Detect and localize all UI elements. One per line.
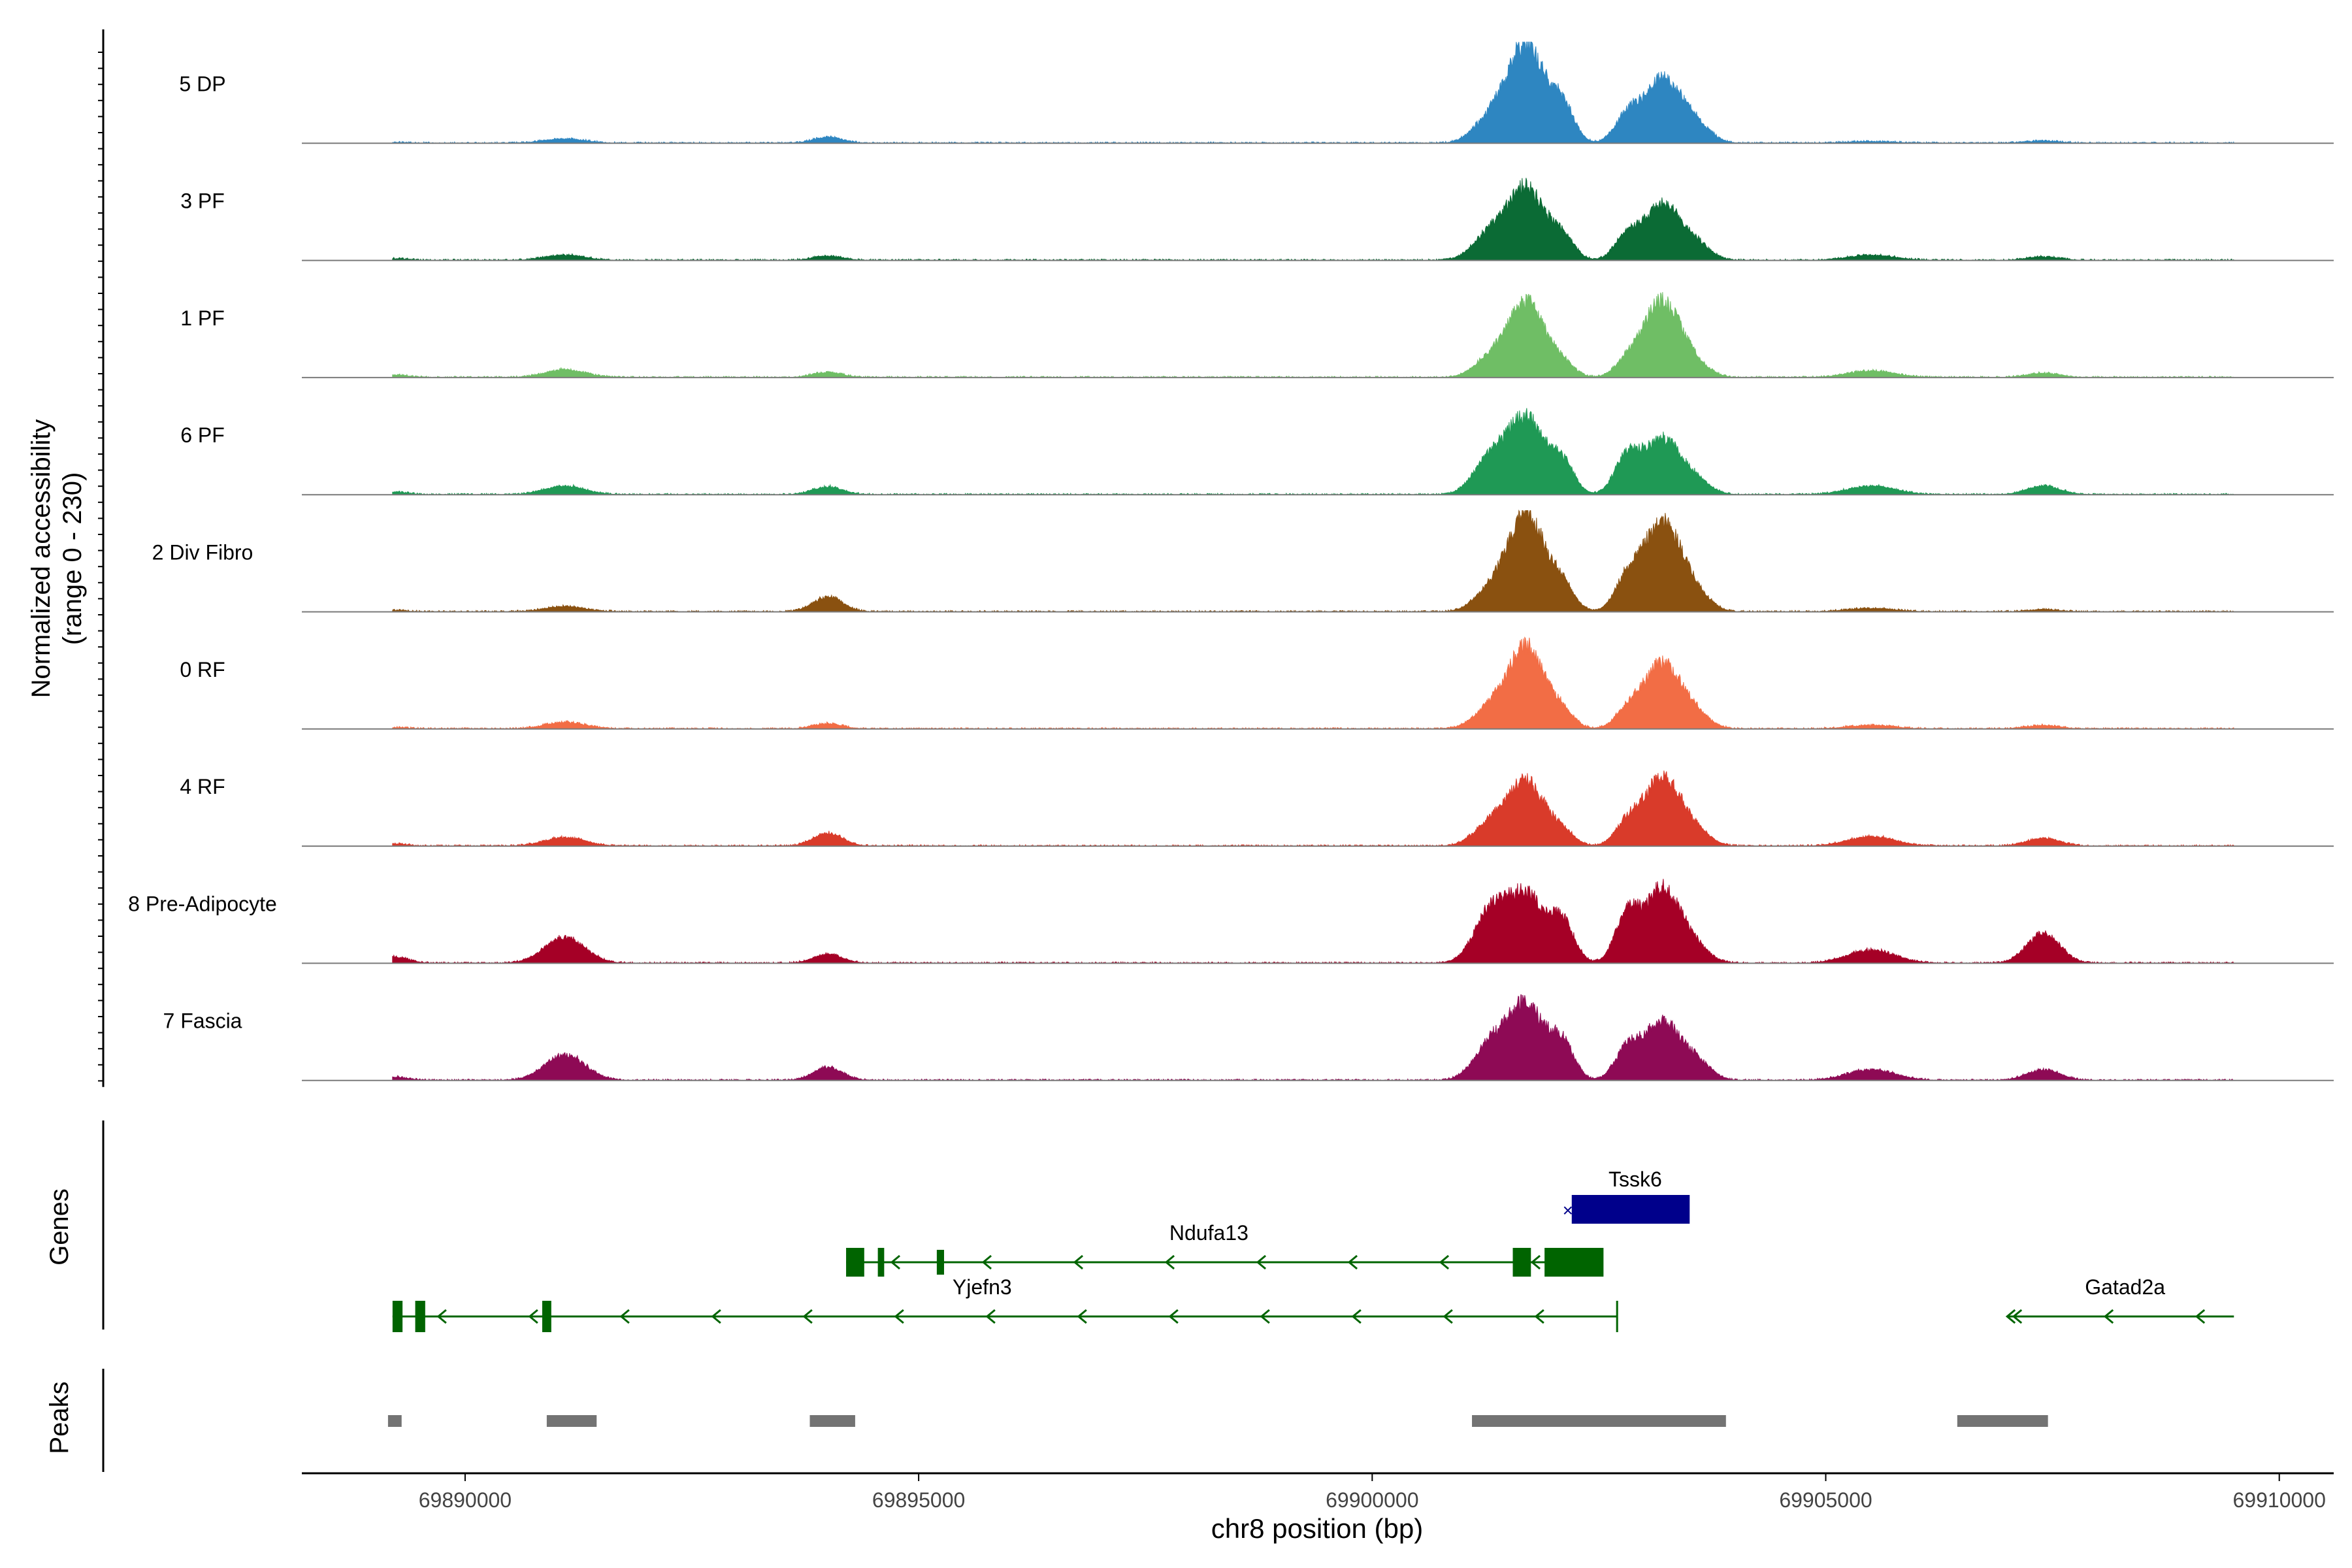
track-label-5: 0 RF (180, 658, 225, 681)
exon (392, 1301, 403, 1332)
strand-arrow (528, 1309, 538, 1324)
strand-arrow (2195, 1309, 2206, 1324)
x-axis-label: chr8 position (bp) (1211, 1513, 1424, 1544)
strand-arrow (1534, 1309, 1544, 1324)
peak-annotation-track (387, 1415, 2048, 1427)
coverage-track-3: 6 PF (180, 408, 2334, 496)
strand-arrow (894, 1309, 904, 1324)
gene-label: Ndufa13 (1169, 1221, 1249, 1245)
strand-arrow (1077, 1309, 1087, 1324)
strand-arrow (711, 1309, 721, 1324)
coverage-area-2 (392, 292, 2235, 379)
exon (415, 1301, 425, 1332)
strand-arrow (981, 1254, 992, 1270)
coverage-track-7: 8 Pre-Adipocyte (128, 879, 2334, 964)
peaks-track-label: Peaks (45, 1381, 74, 1454)
coverage-track-0: 5 DP (179, 41, 2334, 144)
exon (1544, 1248, 1604, 1277)
gene-label: Tssk6 (1609, 1168, 1662, 1191)
coverage-track-4: 2 Div Fibro (152, 509, 2334, 613)
strand-arrow (1260, 1309, 1270, 1324)
strand-arrow (1168, 1309, 1179, 1324)
coverage-area-1 (392, 178, 2235, 261)
strand-arrow (985, 1309, 996, 1324)
strand-arrow (1439, 1254, 1449, 1270)
strand-arrow (2012, 1309, 2023, 1324)
coverage-track-2: 1 PF (180, 292, 2334, 379)
exon (846, 1248, 864, 1277)
strand-arrow (802, 1309, 813, 1324)
strand-arrow (1351, 1309, 1362, 1324)
strand-arrow (1164, 1254, 1175, 1270)
coverage-area-7 (392, 879, 2235, 964)
gene-label: Yjefn3 (953, 1275, 1012, 1299)
peak-region-2 (809, 1415, 855, 1427)
peak-region-4 (1957, 1415, 2048, 1427)
gene-gatad2a: Gatad2a (2005, 1275, 2234, 1324)
coverage-area-5 (392, 636, 2234, 730)
start-mark: × (1563, 1200, 1573, 1220)
genes-track-label: Genes (45, 1188, 74, 1266)
track-label-6: 4 RF (180, 775, 225, 798)
coverage-track-8: 7 Fascia (163, 994, 2334, 1081)
track-label-7: 8 Pre-Adipocyte (128, 892, 277, 915)
strand-arrow (1073, 1254, 1083, 1270)
axes: 69890000 69895000 69900000 69905000 69910000 (98, 29, 2334, 1512)
exon (542, 1301, 551, 1332)
peak-region-0 (387, 1415, 402, 1427)
coverage-area-4 (392, 509, 2234, 613)
exon (1571, 1195, 1690, 1224)
y-axis-label-line2: (range 0 - 230) (58, 472, 87, 645)
x-tick-label: 69900000 (1326, 1488, 1418, 1512)
coverage-area-3 (392, 408, 2234, 496)
coverage-track-5: 0 RF (180, 636, 2334, 730)
track-label-2: 1 PF (180, 306, 225, 330)
peak-region-1 (546, 1415, 597, 1427)
gene-annotation-track: × Tssk6 Ndufa13 Yjefn3 Gatad2a (392, 1168, 2234, 1332)
strand-arrow (1443, 1309, 1453, 1324)
track-label-8: 7 Fascia (163, 1009, 242, 1033)
exon (877, 1248, 885, 1277)
coverage-track-1: 3 PF (180, 178, 2334, 261)
strand-arrow (436, 1309, 447, 1324)
peak-region-3 (1472, 1415, 1726, 1427)
track-label-0: 5 DP (179, 72, 225, 95)
x-tick-label: 69895000 (872, 1488, 965, 1512)
x-tick-label: 69890000 (419, 1488, 512, 1512)
exon (936, 1250, 944, 1275)
track-label-1: 3 PF (180, 189, 225, 213)
strand-arrow (1530, 1254, 1541, 1270)
track-label-3: 6 PF (180, 423, 225, 447)
gene-tssk6: × Tssk6 (1563, 1168, 1690, 1224)
x-tick-label: 69910000 (2233, 1488, 2326, 1512)
exon (1512, 1248, 1531, 1277)
y-axis-label-line1: Normalized accessibility (27, 419, 56, 698)
gene-yjefn3: Yjefn3 (392, 1275, 1618, 1332)
strand-arrow (2005, 1309, 2016, 1324)
coverage-track-6: 4 RF (180, 770, 2334, 847)
strand-arrow (619, 1309, 630, 1324)
strand-arrow (2103, 1309, 2114, 1324)
coverage-area-0 (392, 41, 2234, 144)
gene-label: Gatad2a (2085, 1275, 2165, 1299)
coverage-area-6 (392, 770, 2235, 847)
strand-arrow (1256, 1254, 1266, 1270)
x-tick-label: 69905000 (1779, 1488, 1872, 1512)
coverage-area-8 (392, 994, 2234, 1081)
strand-arrow (1347, 1254, 1358, 1270)
strand-arrow (890, 1254, 900, 1270)
coverage-tracks: 5 DP 3 PF 1 PF 6 PF 2 Div Fibro 0 RF 4 RF 8 Pre… (128, 41, 2334, 1081)
gene-ndufa13: Ndufa13 (846, 1221, 1604, 1277)
track-label-4: 2 Div Fibro (152, 541, 253, 564)
